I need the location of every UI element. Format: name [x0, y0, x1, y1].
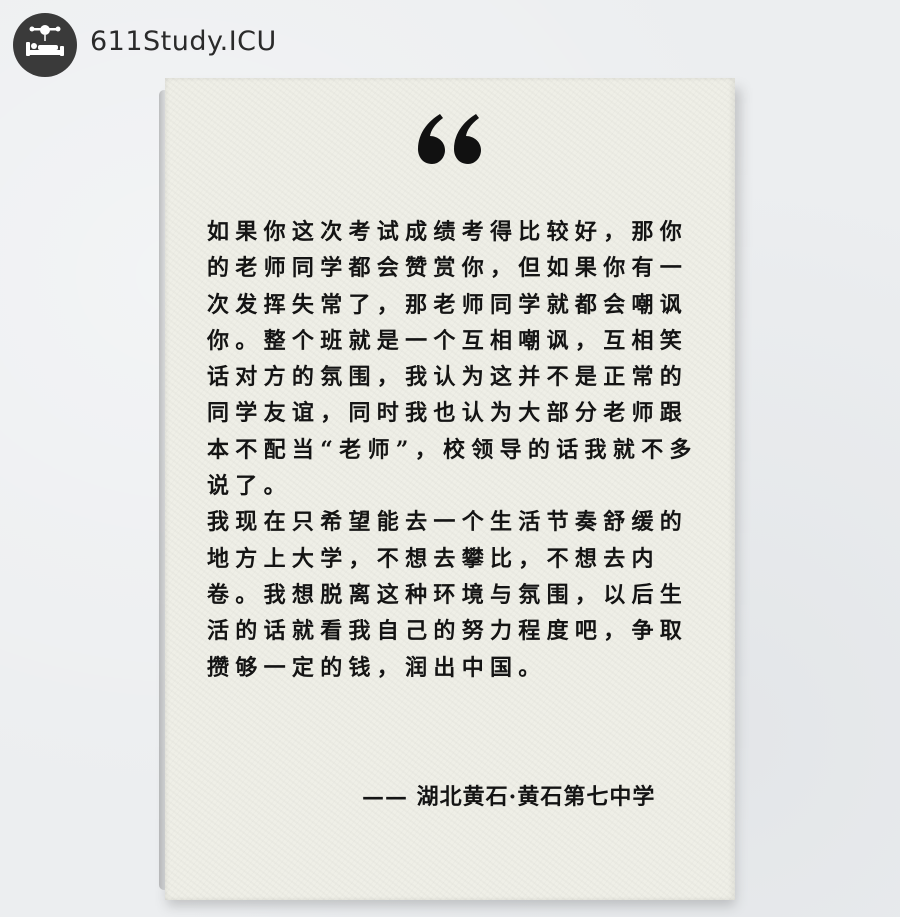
quote-paragraph-1: 如果你这次考试成绩考得比较好，那你的老师同学都会赞赏你，但如果你有一次发挥失常了… — [207, 219, 698, 500]
brand-name: 611Study.ICU — [90, 26, 277, 57]
quote-signature: —— 湖北黄石·黄石第七中学 — [362, 784, 656, 810]
card-edge — [159, 90, 169, 890]
quote-card — [165, 78, 735, 900]
quote-body: 如果你这次考试成绩考得比较好，那你的老师同学都会赞赏你，但如果你有一次发挥失常了… — [207, 214, 702, 686]
logo-icon — [13, 13, 77, 77]
quote-paragraph-2: 我现在只希望能去一个生活节奏舒缓的地方上大学，不想去攀比，不想去内卷。我想脱离这… — [207, 509, 689, 681]
quote-icon — [418, 114, 481, 164]
